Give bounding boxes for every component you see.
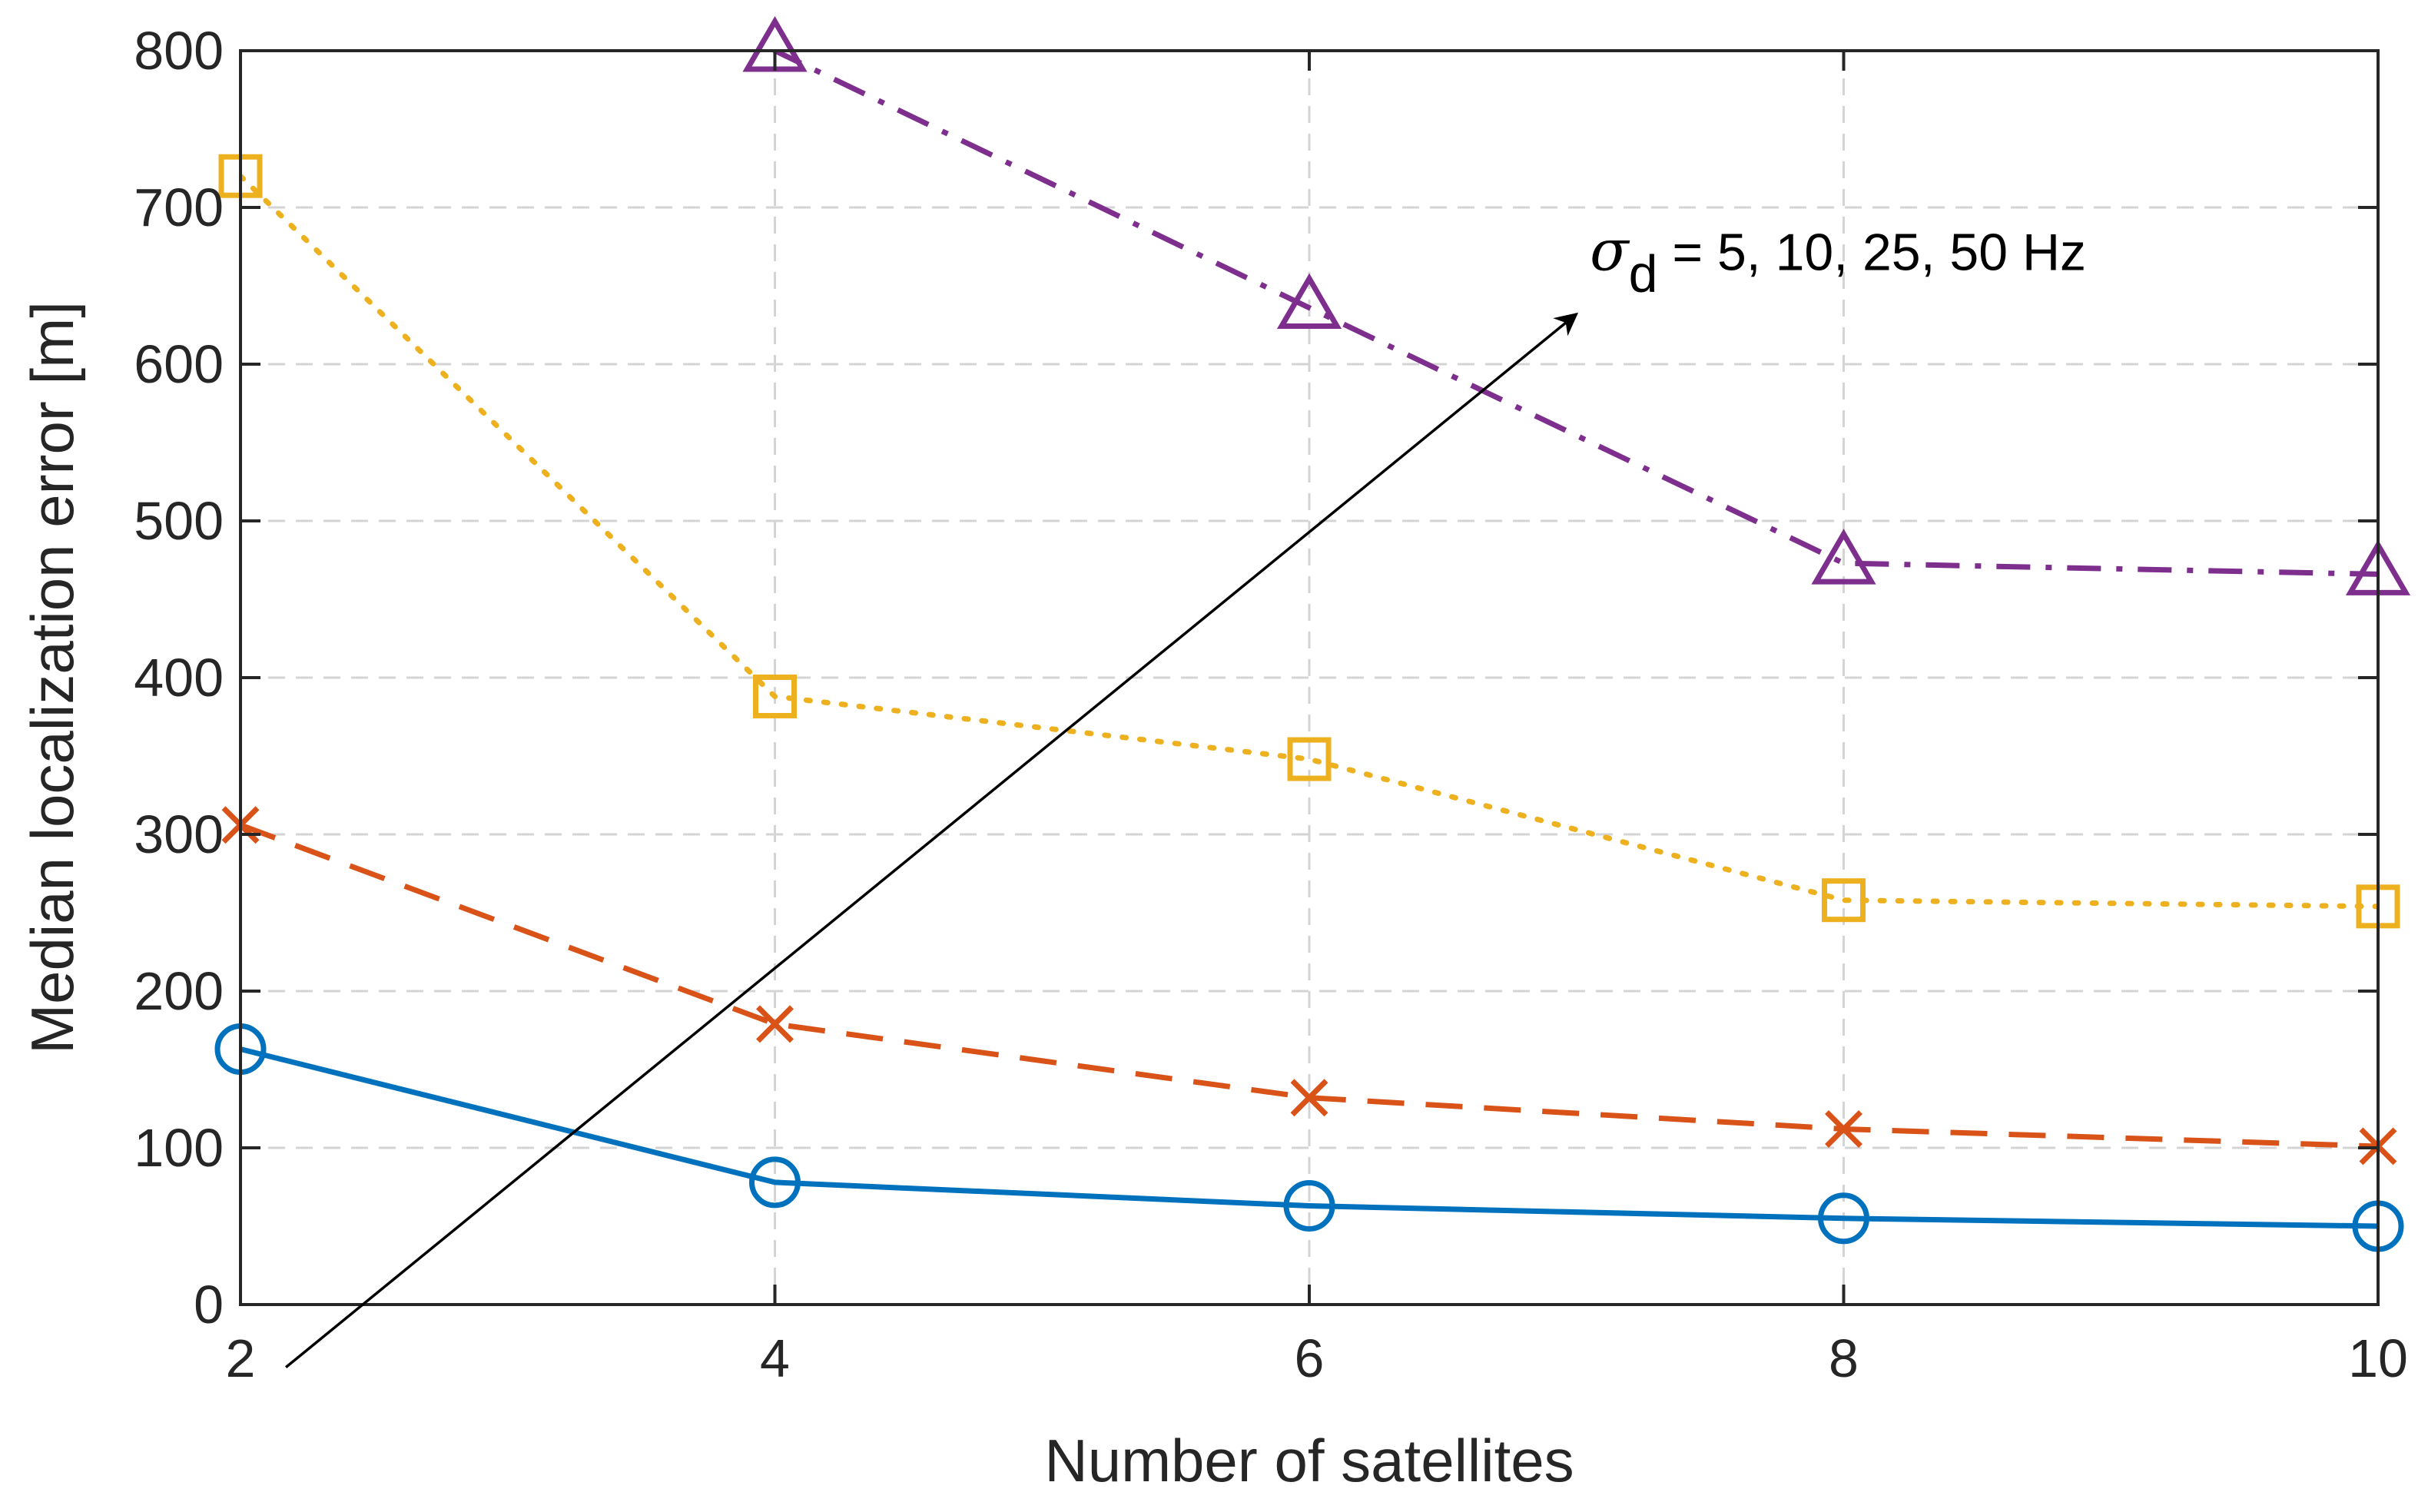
x-tick-label: 10 xyxy=(2348,1328,2408,1388)
y-tick-label: 400 xyxy=(134,648,224,708)
data-point-square xyxy=(1287,737,1332,781)
data-point-triangle xyxy=(1276,273,1342,330)
annotation-arrow xyxy=(285,312,1579,1368)
y-tick-label: 300 xyxy=(134,804,224,864)
y-axis-title: Median localization error [m] xyxy=(18,301,86,1054)
annotation-sigma: σ xyxy=(1590,218,1630,284)
y-tick-label: 800 xyxy=(134,21,224,81)
y-tick-label: 100 xyxy=(134,1118,224,1178)
x-tick-label: 8 xyxy=(1829,1328,1859,1388)
data-point-circle xyxy=(749,1156,801,1209)
data-point-x xyxy=(1825,1110,1862,1148)
marker-layer xyxy=(214,16,2411,1252)
y-tick-label: 600 xyxy=(134,334,224,394)
ticks xyxy=(239,49,2380,1306)
series-line-4 xyxy=(771,51,2378,577)
data-point-x xyxy=(1290,1079,1328,1117)
y-tick-label: 700 xyxy=(134,177,224,237)
x-tick-label: 4 xyxy=(760,1328,790,1388)
y-tick-label: 200 xyxy=(134,961,224,1021)
series-line-1 xyxy=(240,1046,2378,1229)
x-axis-title: Number of satellites xyxy=(1044,1427,1574,1494)
data-point-circle xyxy=(1818,1192,1869,1245)
data-point-square xyxy=(1822,878,1866,923)
y-tick-label: 0 xyxy=(194,1275,224,1335)
data-point-x xyxy=(756,1005,794,1043)
x-tick-label: 2 xyxy=(226,1328,256,1388)
series-line-3 xyxy=(240,173,2378,910)
annotation-label: σd = 5, 10, 25, 50 Hz xyxy=(1590,218,2086,303)
data-point-triangle xyxy=(1811,529,1876,585)
y-tick-label: 500 xyxy=(134,491,224,551)
annotation-subscript: d xyxy=(1629,245,1658,303)
x-tick-label: 6 xyxy=(1295,1328,1325,1388)
grid xyxy=(240,51,2378,1305)
annotation-text: = 5, 10, 25, 50 Hz xyxy=(1657,224,2086,282)
data-point-square xyxy=(753,674,797,718)
data-point-circle xyxy=(1283,1179,1335,1232)
